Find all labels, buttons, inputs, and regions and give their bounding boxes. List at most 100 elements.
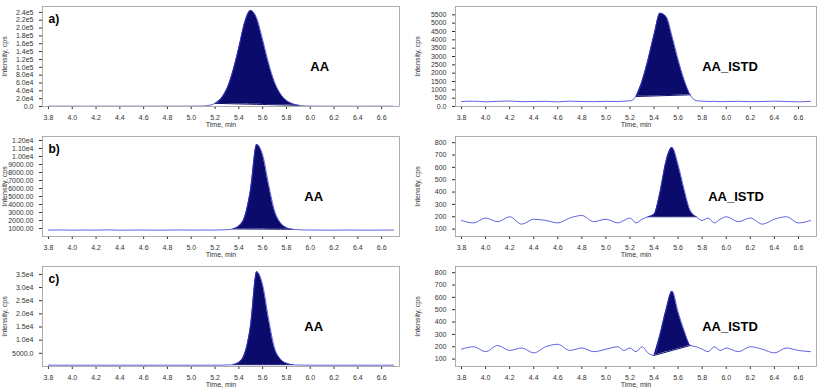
svg-text:5.6: 5.6 xyxy=(673,244,683,251)
svg-text:6.6: 6.6 xyxy=(377,244,387,251)
svg-text:5.0: 5.0 xyxy=(601,114,611,121)
svg-text:1.5e4: 1.5e4 xyxy=(16,323,34,330)
svg-text:4.6: 4.6 xyxy=(553,374,563,381)
svg-text:5.6: 5.6 xyxy=(673,114,683,121)
svg-text:5500: 5500 xyxy=(431,11,447,18)
svg-text:4.2: 4.2 xyxy=(505,114,515,121)
svg-text:4.4: 4.4 xyxy=(115,114,125,121)
svg-text:7000.00: 7000.00 xyxy=(8,177,33,184)
svg-text:3.5e4: 3.5e4 xyxy=(16,271,34,278)
svg-text:4.4: 4.4 xyxy=(529,374,539,381)
svg-text:5000: 5000 xyxy=(431,19,447,26)
svg-text:AA: AA xyxy=(304,189,323,204)
svg-text:3000.00: 3000.00 xyxy=(8,209,33,216)
svg-text:500: 500 xyxy=(435,306,447,313)
svg-text:4.6: 4.6 xyxy=(139,244,149,251)
svg-text:1.6e5: 1.6e5 xyxy=(16,40,34,47)
svg-text:5.6: 5.6 xyxy=(673,374,683,381)
svg-text:4.4: 4.4 xyxy=(115,244,125,251)
svg-text:4.8: 4.8 xyxy=(163,114,173,121)
svg-text:3.0e4: 3.0e4 xyxy=(16,284,34,291)
svg-text:6.0: 6.0 xyxy=(305,114,315,121)
svg-text:Time, min: Time, min xyxy=(206,381,237,388)
svg-text:800: 800 xyxy=(435,139,447,146)
svg-text:1500: 1500 xyxy=(431,78,447,85)
svg-text:AA: AA xyxy=(310,59,329,74)
svg-text:100: 100 xyxy=(435,355,447,362)
svg-text:2000.00: 2000.00 xyxy=(8,217,33,224)
svg-text:Intensity, cps: Intensity, cps xyxy=(414,36,422,77)
svg-text:100: 100 xyxy=(435,225,447,232)
svg-text:2000: 2000 xyxy=(431,69,447,76)
svg-text:4.0: 4.0 xyxy=(67,114,77,121)
svg-text:5.0: 5.0 xyxy=(186,114,196,121)
svg-text:1.20e4: 1.20e4 xyxy=(12,137,34,144)
svg-text:600: 600 xyxy=(435,294,447,301)
svg-text:2.0e5: 2.0e5 xyxy=(16,24,34,31)
svg-text:5.0: 5.0 xyxy=(186,374,196,381)
svg-text:2.5e4: 2.5e4 xyxy=(16,297,34,304)
svg-text:200: 200 xyxy=(435,343,447,350)
svg-text:4.0: 4.0 xyxy=(67,374,77,381)
svg-text:6.2: 6.2 xyxy=(329,374,339,381)
svg-text:700: 700 xyxy=(435,151,447,158)
svg-text:4.0: 4.0 xyxy=(481,114,491,121)
svg-text:4.6: 4.6 xyxy=(139,114,149,121)
svg-text:9000.00: 9000.00 xyxy=(8,161,33,168)
svg-text:Time, min: Time, min xyxy=(206,251,237,258)
svg-text:3.8: 3.8 xyxy=(457,244,467,251)
svg-text:Time, min: Time, min xyxy=(621,121,652,128)
svg-text:4.0: 4.0 xyxy=(67,244,77,251)
svg-text:2.0e4: 2.0e4 xyxy=(16,310,34,317)
svg-text:6.0: 6.0 xyxy=(305,374,315,381)
svg-text:Intensity, cps: Intensity, cps xyxy=(1,166,9,207)
svg-text:6.4: 6.4 xyxy=(353,374,363,381)
svg-text:4.2: 4.2 xyxy=(505,374,515,381)
svg-text:5.0: 5.0 xyxy=(186,244,196,251)
svg-text:5.8: 5.8 xyxy=(697,374,707,381)
svg-text:6000.00: 6000.00 xyxy=(8,185,33,192)
svg-text:6.4: 6.4 xyxy=(353,114,363,121)
svg-text:6.2: 6.2 xyxy=(329,244,339,251)
svg-text:1.0e4: 1.0e4 xyxy=(16,336,34,343)
svg-text:4.2: 4.2 xyxy=(91,374,101,381)
svg-text:4.8: 4.8 xyxy=(577,244,587,251)
svg-text:4000: 4000 xyxy=(431,36,447,43)
svg-text:4.8: 4.8 xyxy=(163,374,173,381)
svg-text:1.4e5: 1.4e5 xyxy=(16,48,34,55)
svg-text:5000.00: 5000.00 xyxy=(8,193,33,200)
svg-text:6.6: 6.6 xyxy=(794,244,804,251)
svg-text:6.0: 6.0 xyxy=(721,374,731,381)
svg-text:6.4: 6.4 xyxy=(353,244,363,251)
svg-text:4.8: 4.8 xyxy=(577,374,587,381)
svg-text:1.8e5: 1.8e5 xyxy=(16,32,34,39)
svg-text:3.8: 3.8 xyxy=(457,374,467,381)
svg-text:5.8: 5.8 xyxy=(697,244,707,251)
svg-text:8.0e4: 8.0e4 xyxy=(16,71,34,78)
svg-text:5.0: 5.0 xyxy=(601,244,611,251)
svg-text:6.2: 6.2 xyxy=(329,114,339,121)
svg-text:5.6: 5.6 xyxy=(258,244,268,251)
svg-text:Intensity, cps: Intensity, cps xyxy=(414,296,422,337)
svg-text:4.6: 4.6 xyxy=(553,114,563,121)
svg-text:1000: 1000 xyxy=(431,86,447,93)
svg-text:6.0: 6.0 xyxy=(721,244,731,251)
svg-text:b): b) xyxy=(49,142,60,156)
svg-text:4.2: 4.2 xyxy=(505,244,515,251)
svg-text:6.2: 6.2 xyxy=(745,114,755,121)
svg-text:4.2: 4.2 xyxy=(91,114,101,121)
svg-text:6.2: 6.2 xyxy=(745,374,755,381)
svg-text:5.8: 5.8 xyxy=(697,114,707,121)
svg-text:4500: 4500 xyxy=(431,28,447,35)
svg-text:700: 700 xyxy=(435,281,447,288)
svg-text:3000: 3000 xyxy=(431,53,447,60)
svg-text:3500: 3500 xyxy=(431,44,447,51)
svg-text:3.8: 3.8 xyxy=(44,244,54,251)
svg-text:5.6: 5.6 xyxy=(258,114,268,121)
svg-text:400: 400 xyxy=(435,318,447,325)
svg-text:4000.00: 4000.00 xyxy=(8,201,33,208)
svg-text:500: 500 xyxy=(435,94,447,101)
svg-text:3.8: 3.8 xyxy=(457,114,467,121)
svg-text:1.2e5: 1.2e5 xyxy=(16,56,34,63)
svg-text:4.6: 4.6 xyxy=(553,244,563,251)
